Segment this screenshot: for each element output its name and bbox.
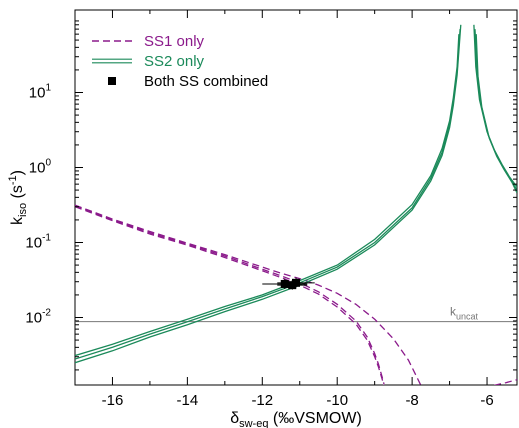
markers-layer: [262, 277, 315, 290]
x-tick-label-3: -10: [326, 392, 348, 409]
x-tick-label-4: -8: [405, 392, 418, 409]
x-axis-title-sub: sw-eq: [239, 418, 268, 428]
legend-item-both-ss-combined-label: Both SS combined: [144, 73, 268, 90]
x-axis-title-rest: (‰VSMOW): [268, 410, 361, 427]
legend-item-ss1-only-label: SS1 only: [144, 33, 205, 50]
y-axis-title-end: ): [9, 170, 26, 175]
y-tick-label-exp: 0: [45, 158, 51, 169]
y-tick-label-base: 10: [29, 160, 46, 177]
curve-ss2-only-2: [75, 24, 462, 364]
data-point-2: [292, 278, 300, 287]
curve-ss1-only-1: [75, 206, 385, 385]
y-axis-title: kiso (s-1): [7, 170, 29, 225]
y-tick-label-exp: -1: [42, 233, 51, 244]
data-point-0: [280, 279, 289, 288]
curves-layer: [75, 24, 517, 385]
curve-ss2-only-5: [475, 34, 517, 194]
curve-ss1-only-0: [75, 204, 385, 385]
x-tick-label-5: -6: [480, 392, 493, 409]
y-tick-label-base: 10: [29, 85, 46, 102]
x-tick-label-1: -14: [177, 392, 199, 409]
y-axis-title-sub: iso: [17, 203, 29, 217]
y-axis-title-rest: (s: [9, 185, 26, 203]
y-axis-title-sup: -1: [7, 175, 19, 185]
reference-line-label-main: k: [450, 305, 457, 319]
y-tick-label-exp: -2: [42, 308, 51, 319]
y-tick-label-2: 100: [29, 158, 52, 177]
legend-item-ss2-only-label: SS2 only: [144, 53, 205, 70]
x-axis-title: δsw-eq (‰VSMOW): [230, 410, 362, 428]
reference-line-label-sub: uncat: [456, 312, 479, 322]
y-tick-label-3: 101: [29, 83, 52, 102]
y-tick-label-0: 10-2: [25, 308, 51, 327]
x-axis-title-main: δ: [230, 410, 239, 427]
curve-ss1-only-2: [75, 204, 422, 385]
curve-ss1-dashed-lower-right--0: [491, 379, 517, 385]
reference-line-layer: kuncat: [75, 305, 517, 323]
y-tick-label-base: 10: [25, 310, 42, 327]
y-axis-title-main: k: [9, 216, 26, 225]
y-tick-label-base: 10: [25, 235, 42, 252]
plot-frame: [74, 9, 518, 386]
legend: SS1 only SS2 only Both SS combined: [92, 33, 268, 90]
x-tick-label-0: -16: [102, 392, 124, 409]
legend-item-both-ss-combined-swatch: [108, 77, 116, 85]
y-tick-label-exp: 1: [45, 83, 51, 94]
x-tick-label-2: -12: [251, 392, 273, 409]
reference-line-label: kuncat: [450, 305, 479, 322]
y-tick-label-1: 10-1: [25, 233, 51, 252]
